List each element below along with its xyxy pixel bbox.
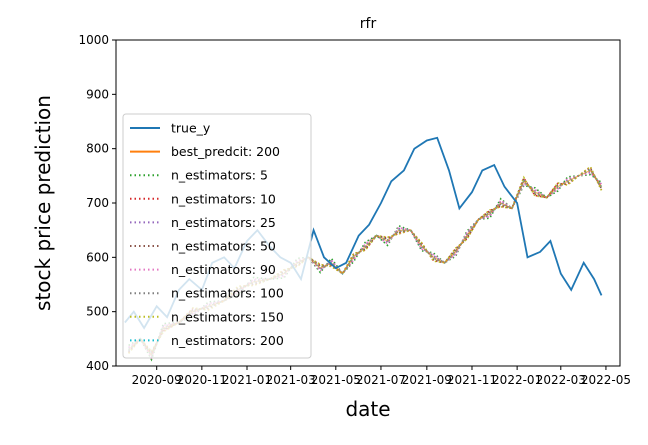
x-tick-label: 2020-09 xyxy=(132,373,182,387)
legend-label: true_y xyxy=(171,121,211,136)
y-axis-label: stock price prediction xyxy=(31,95,55,311)
legend-label: best_predcit: 200 xyxy=(171,144,280,159)
legend-box xyxy=(122,113,312,359)
x-tick-label: 2022-03 xyxy=(536,373,586,387)
x-tick-label: 2021-09 xyxy=(402,373,452,387)
x-axis-ticks: 2020-092020-112021-012021-032021-052021-… xyxy=(132,366,631,387)
y-tick-label: 900 xyxy=(86,87,109,101)
legend: true_y best_predcit: 200 n_estimators: 5 n_… xyxy=(122,113,312,359)
y-tick-label: 500 xyxy=(86,305,109,319)
x-tick-label: 2021-11 xyxy=(447,373,497,387)
legend-label: n_estimators: 200 xyxy=(171,333,284,348)
legend-label: n_estimators: 150 xyxy=(171,309,284,324)
y-tick-label: 700 xyxy=(86,196,109,210)
x-tick-label: 2022-05 xyxy=(581,373,631,387)
legend-label: n_estimators: 25 xyxy=(171,215,276,230)
x-tick-label: 2020-11 xyxy=(177,373,227,387)
x-tick-label: 2021-07 xyxy=(356,373,406,387)
y-tick-label: 800 xyxy=(86,142,109,156)
series-line-n-estimators-50 xyxy=(128,167,603,355)
y-tick-label: 400 xyxy=(86,359,109,373)
legend-label: n_estimators: 10 xyxy=(171,191,276,206)
chart-title: rfr xyxy=(360,16,377,32)
legend-label: n_estimators: 50 xyxy=(171,239,276,254)
y-tick-label: 1000 xyxy=(78,33,109,47)
legend-label: n_estimators: 5 xyxy=(171,168,268,183)
legend-label: n_estimators: 100 xyxy=(171,286,284,301)
x-tick-label: 2021-05 xyxy=(311,373,361,387)
x-axis-label: date xyxy=(345,397,390,421)
y-tick-label: 600 xyxy=(86,250,109,264)
x-tick-label: 2021-03 xyxy=(266,373,316,387)
legend-label: n_estimators: 90 xyxy=(171,262,276,277)
y-axis-ticks: 400 500 600 700 800 900 1000 xyxy=(78,33,116,373)
x-tick-label: 2021-01 xyxy=(222,373,272,387)
x-tick-label: 2022-01 xyxy=(492,373,542,387)
